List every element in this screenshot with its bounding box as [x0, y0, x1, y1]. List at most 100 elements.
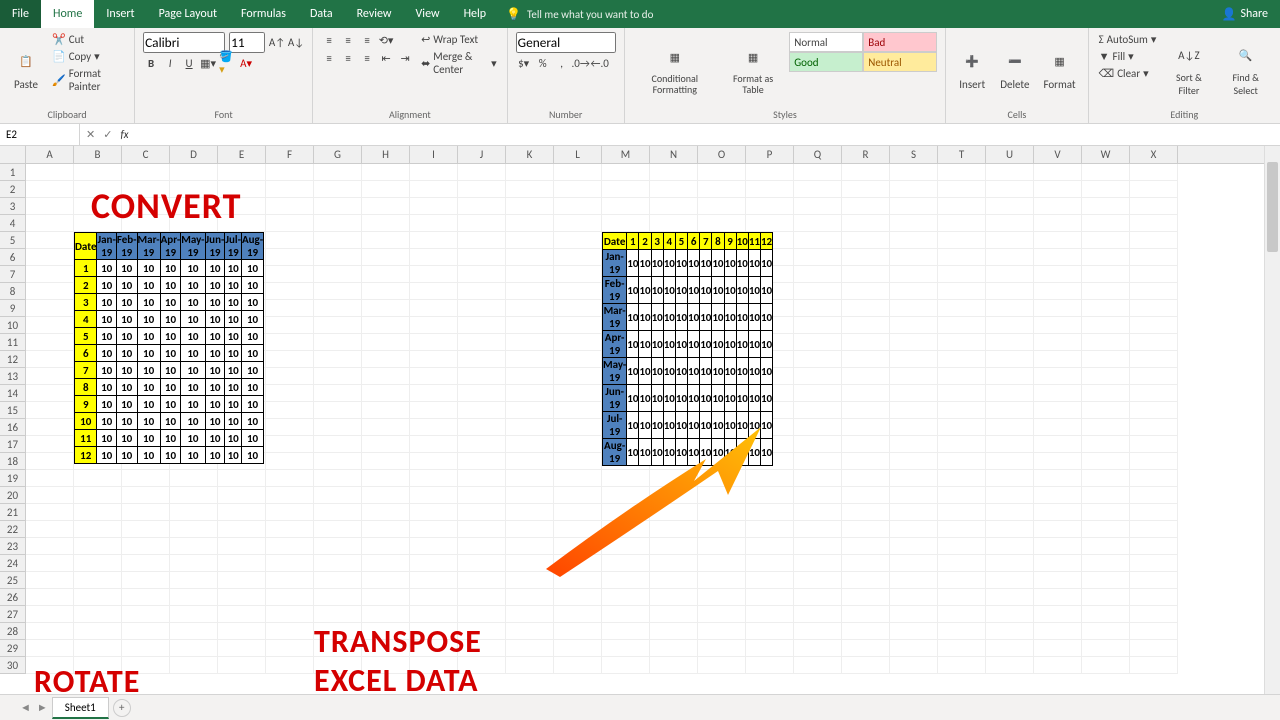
cell[interactable] [266, 572, 314, 589]
cell[interactable] [794, 606, 842, 623]
cell[interactable] [1082, 504, 1130, 521]
cell[interactable] [938, 589, 986, 606]
cell[interactable] [1130, 606, 1178, 623]
align-bottom-icon[interactable]: ≡ [359, 32, 375, 48]
cell[interactable] [74, 317, 122, 334]
cell[interactable] [554, 657, 602, 674]
cell[interactable] [554, 555, 602, 572]
cell[interactable] [74, 334, 122, 351]
align-left-icon[interactable]: ≡ [321, 50, 337, 66]
cell[interactable] [410, 487, 458, 504]
row-header[interactable]: 5 [0, 232, 25, 249]
cell[interactable] [746, 385, 794, 402]
cell[interactable] [890, 249, 938, 266]
cell[interactable] [1034, 266, 1082, 283]
cell[interactable] [842, 232, 890, 249]
cell[interactable] [602, 181, 650, 198]
cell[interactable] [938, 555, 986, 572]
cell[interactable] [698, 555, 746, 572]
cell[interactable] [314, 232, 362, 249]
cell[interactable] [938, 606, 986, 623]
cell[interactable] [122, 368, 170, 385]
cell[interactable] [458, 283, 506, 300]
row-header[interactable]: 23 [0, 538, 25, 555]
cell[interactable] [650, 606, 698, 623]
cell[interactable] [794, 504, 842, 521]
cell[interactable] [938, 521, 986, 538]
cell[interactable] [170, 351, 218, 368]
cell[interactable] [26, 198, 74, 215]
cell[interactable] [74, 640, 122, 657]
format-painter-button[interactable]: 🖌️Format Painter [50, 66, 126, 94]
cell[interactable] [746, 351, 794, 368]
cell[interactable] [554, 334, 602, 351]
cell[interactable] [746, 555, 794, 572]
cell[interactable] [26, 504, 74, 521]
cell[interactable] [458, 317, 506, 334]
cell[interactable] [650, 385, 698, 402]
cell[interactable] [410, 334, 458, 351]
cell[interactable] [1130, 385, 1178, 402]
cell[interactable] [986, 538, 1034, 555]
cell[interactable] [1130, 572, 1178, 589]
cell[interactable] [410, 385, 458, 402]
cell[interactable] [698, 623, 746, 640]
cell[interactable] [266, 334, 314, 351]
cell[interactable] [458, 555, 506, 572]
cell[interactable] [1130, 623, 1178, 640]
cell[interactable] [122, 487, 170, 504]
cell[interactable] [554, 606, 602, 623]
cell[interactable] [986, 419, 1034, 436]
cell[interactable] [170, 300, 218, 317]
cell[interactable] [890, 623, 938, 640]
cell[interactable] [218, 555, 266, 572]
cell[interactable] [938, 453, 986, 470]
cell[interactable] [1034, 436, 1082, 453]
cell[interactable] [1082, 164, 1130, 181]
cell[interactable] [26, 164, 74, 181]
cell[interactable] [746, 402, 794, 419]
cell[interactable] [122, 640, 170, 657]
cell[interactable] [842, 215, 890, 232]
column-header[interactable]: M [602, 146, 650, 163]
cell[interactable] [746, 572, 794, 589]
cell[interactable] [602, 215, 650, 232]
cell[interactable] [266, 215, 314, 232]
cell[interactable] [986, 521, 1034, 538]
cell[interactable] [1082, 657, 1130, 674]
cell[interactable] [458, 385, 506, 402]
cell[interactable] [506, 334, 554, 351]
cell[interactable] [554, 232, 602, 249]
cell[interactable] [218, 317, 266, 334]
cell[interactable] [554, 402, 602, 419]
cell[interactable] [1034, 181, 1082, 198]
cell[interactable] [746, 436, 794, 453]
cell[interactable] [986, 334, 1034, 351]
cell[interactable] [986, 266, 1034, 283]
cell[interactable] [362, 232, 410, 249]
cell[interactable] [26, 181, 74, 198]
cell[interactable] [74, 470, 122, 487]
column-header[interactable]: R [842, 146, 890, 163]
cell[interactable] [986, 504, 1034, 521]
cell[interactable] [1082, 436, 1130, 453]
cell[interactable] [554, 470, 602, 487]
cell[interactable] [1130, 538, 1178, 555]
find-select-button[interactable]: 🔍Find & Select [1219, 32, 1272, 106]
cell[interactable] [506, 249, 554, 266]
cell[interactable] [1082, 572, 1130, 589]
cell[interactable] [938, 368, 986, 385]
cell[interactable] [746, 283, 794, 300]
cell[interactable] [506, 487, 554, 504]
cell[interactable] [698, 249, 746, 266]
cell[interactable] [170, 640, 218, 657]
cell[interactable] [266, 623, 314, 640]
cell[interactable] [218, 232, 266, 249]
cell[interactable] [410, 572, 458, 589]
row-header[interactable]: 3 [0, 198, 25, 215]
cell[interactable] [266, 317, 314, 334]
cell[interactable] [1082, 487, 1130, 504]
cell[interactable] [746, 521, 794, 538]
cell[interactable] [122, 555, 170, 572]
cell[interactable] [218, 453, 266, 470]
